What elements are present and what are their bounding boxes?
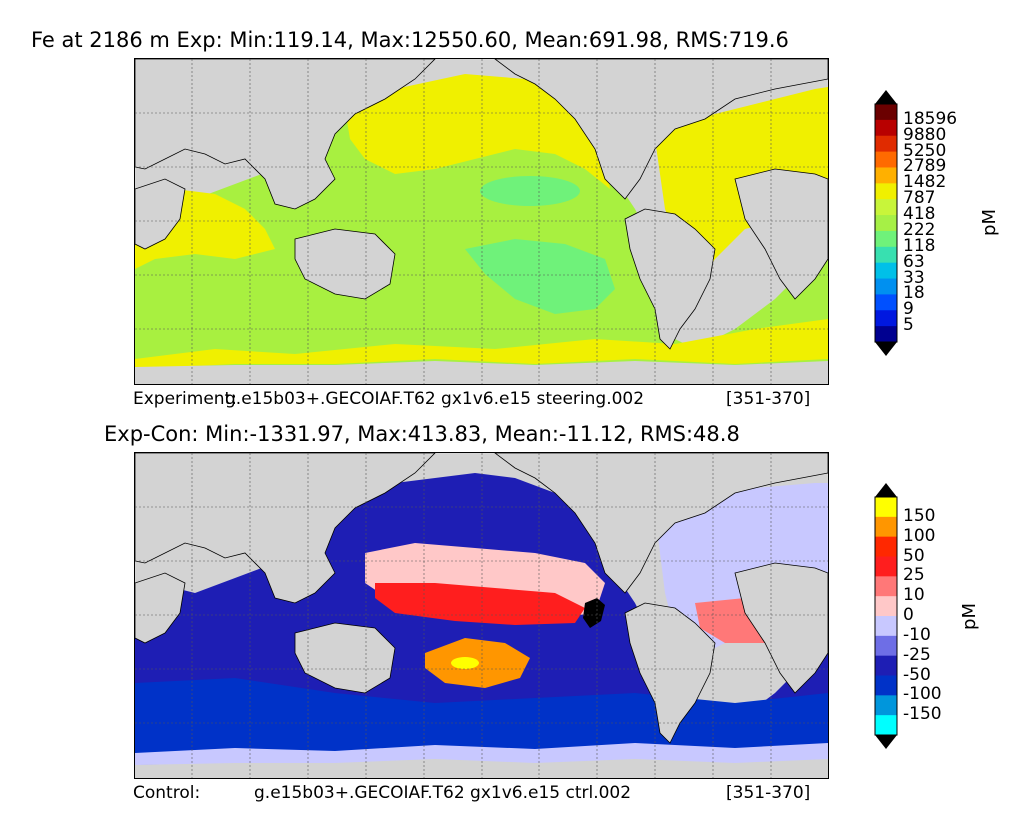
colorbar-tick-label: 150 <box>903 505 936 526</box>
colorbar-under-arrow <box>875 735 897 749</box>
top-ocean-low-patch-south <box>465 239 615 314</box>
colorbar-swatch <box>875 596 897 617</box>
top-colorbar <box>873 90 899 360</box>
colorbar-swatch <box>875 516 897 538</box>
bottom-map <box>134 452 829 779</box>
top-footer-years: [351-370] <box>726 389 811 409</box>
top-land-africa <box>734 168 828 300</box>
colorbar-swatch <box>875 576 897 597</box>
top-footer-label: Experiment: <box>133 389 237 409</box>
colorbar-tick-label: 5 <box>903 315 914 336</box>
colorbar-tick-label: 418 <box>903 204 936 225</box>
bottom-colorbar <box>873 483 899 753</box>
colorbar-tick-label: 25 <box>903 565 925 586</box>
colorbar-over-arrow <box>875 90 897 104</box>
colorbar-tick-label: 33 <box>903 267 925 288</box>
colorbar-tick-label: 9880 <box>903 124 947 145</box>
colorbar-swatch <box>875 556 897 577</box>
colorbar-swatch <box>875 119 897 137</box>
top-colorbar-svg <box>874 90 898 356</box>
colorbar-swatch <box>875 715 897 736</box>
colorbar-swatch <box>875 675 897 696</box>
bottom-land-south-america <box>624 602 716 744</box>
colorbar-swatch <box>875 294 897 311</box>
colorbar-swatch <box>875 262 897 280</box>
colorbar-tick-label: 0 <box>903 605 914 625</box>
top-map <box>134 58 829 385</box>
top-land-north-america <box>494 59 828 200</box>
colorbar-tick-label: 9 <box>903 299 914 320</box>
bottom-panel-title: Exp-Con: Min:-1331.97, Max:413.83, Mean:… <box>104 422 740 446</box>
top-land-africa-west <box>135 178 186 250</box>
colorbar-tick-label: 18 <box>903 283 925 304</box>
colorbar-tick-label: -10 <box>903 624 931 645</box>
bottom-gridlines <box>135 453 828 778</box>
colorbar-tick-label: 1482 <box>903 172 947 193</box>
colorbar-swatch <box>875 326 897 343</box>
top-land-south-america <box>624 208 716 350</box>
colorbar-over-arrow <box>875 483 897 497</box>
colorbar-tick-label: 787 <box>903 188 936 209</box>
bottom-black-anomaly <box>583 598 605 628</box>
bottom-land-asia <box>135 453 436 604</box>
colorbar-tick-label: -25 <box>903 644 931 665</box>
top-gridlines <box>135 59 828 384</box>
colorbar-tick-label: -50 <box>903 664 931 685</box>
colorbar-tick-label: 50 <box>903 545 925 566</box>
top-footer-run: g.e15b03+.GECOIAF.T62 gx1v6.e15 steering… <box>225 389 645 409</box>
top-panel-title: Fe at 2186 m Exp: Min:119.14, Max:12550.… <box>31 28 789 52</box>
colorbar-tick-label: 222 <box>903 219 936 240</box>
colorbar-swatch <box>875 246 897 264</box>
colorbar-swatch <box>875 167 897 184</box>
colorbar-tick-label: 118 <box>903 235 936 256</box>
colorbar-swatch <box>875 635 897 657</box>
bottom-footer-run: g.e15b03+.GECOIAF.T62 gx1v6.e15 ctrl.002 <box>254 783 632 803</box>
colorbar-tick-label: 18596 <box>903 108 958 129</box>
colorbar-swatch <box>875 151 897 168</box>
colorbar-swatch <box>875 497 897 518</box>
colorbar-tick-label: 2789 <box>903 156 947 177</box>
colorbar-tick-label: 100 <box>903 525 936 546</box>
colorbar-swatch <box>875 278 897 295</box>
colorbar-tick-label: -100 <box>903 684 942 705</box>
bottom-ocean-yellow-patch <box>451 657 479 669</box>
top-colorbar-unit: pM <box>978 209 1000 236</box>
bottom-land-north-america <box>494 453 828 594</box>
colorbar-swatch <box>875 655 897 676</box>
bottom-ocean-lavender-south <box>135 743 828 765</box>
top-ocean-high-band <box>345 74 610 189</box>
bottom-footer-label: Control: <box>133 783 201 803</box>
bottom-colorbar-svg <box>874 483 898 749</box>
top-ocean-low-patch-north <box>480 176 580 206</box>
colorbar-swatch <box>875 230 897 248</box>
colorbar-under-arrow <box>875 342 897 356</box>
top-map-svg <box>135 59 828 384</box>
colorbar-swatch <box>875 199 897 216</box>
colorbar-swatch <box>875 215 897 232</box>
colorbar-tick-label: 5250 <box>903 140 947 161</box>
bottom-ocean-red-band <box>375 583 585 625</box>
colorbar-tick-label: 63 <box>903 251 925 272</box>
top-land-australia <box>294 228 396 300</box>
colorbar-swatch <box>875 104 897 121</box>
colorbar-tick-label: -150 <box>903 704 942 725</box>
bottom-map-svg <box>135 453 828 778</box>
colorbar-tick-label: 10 <box>903 585 925 606</box>
bottom-footer-years: [351-370] <box>726 783 811 803</box>
bottom-land-africa <box>734 562 828 694</box>
colorbar-swatch <box>875 135 897 153</box>
colorbar-swatch <box>875 310 897 327</box>
bottom-land-africa-west <box>135 572 186 644</box>
bottom-colorbar-unit: pM <box>958 603 980 630</box>
colorbar-swatch <box>875 616 897 637</box>
top-antarctica <box>135 361 828 384</box>
colorbar-swatch <box>875 695 897 716</box>
colorbar-swatch <box>875 183 897 200</box>
top-land-asia <box>135 59 436 210</box>
colorbar-swatch <box>875 536 897 557</box>
bottom-land-australia <box>294 622 396 694</box>
